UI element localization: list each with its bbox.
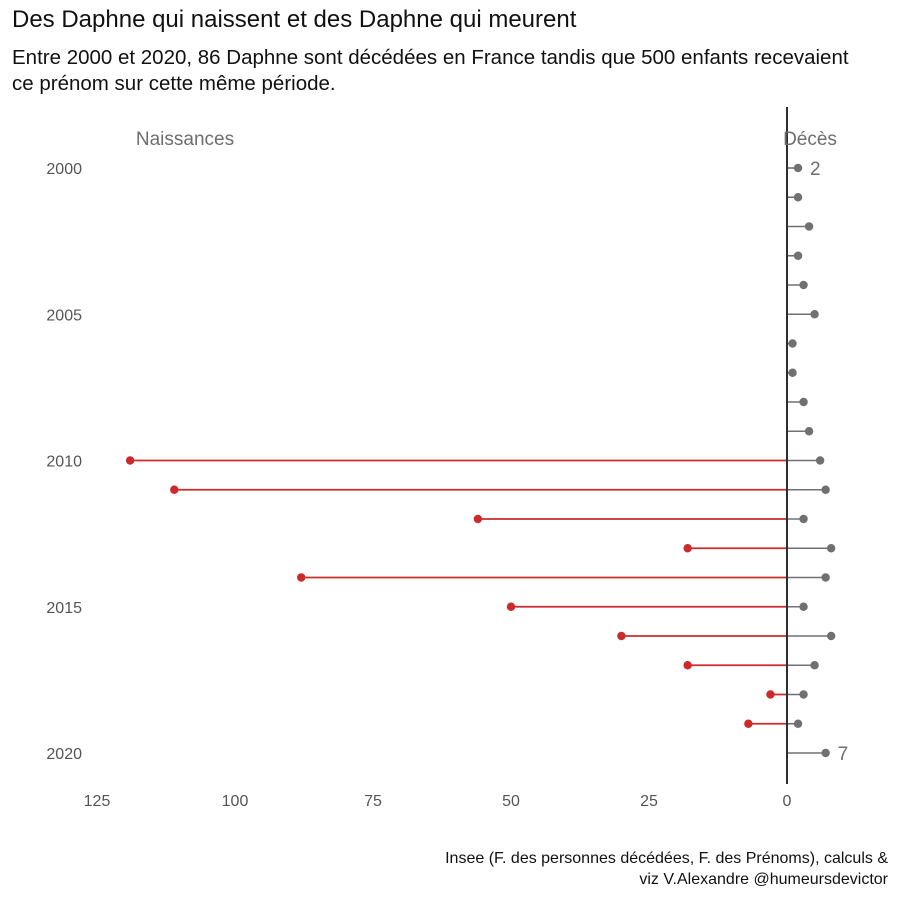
- birth-point-2014: [297, 573, 306, 582]
- death-point-2006: [788, 339, 797, 348]
- chart-title: Des Daphne qui naissent et des Daphne qu…: [12, 6, 577, 33]
- death-point-2003: [793, 251, 803, 260]
- birth-point-2019: [744, 719, 753, 728]
- death-point-2011: [821, 485, 830, 494]
- death-point-2018: [799, 690, 808, 699]
- y-tick-label-2020: 2020: [46, 746, 82, 763]
- x-tick-label-0: 0: [783, 793, 792, 810]
- birth-point-2011: [170, 485, 179, 494]
- annotation-2000: 2: [810, 159, 821, 180]
- x-tick-label-75: 75: [364, 793, 382, 810]
- death-point-2005: [810, 310, 819, 319]
- birth-point-2018: [766, 690, 775, 699]
- deaths-label: Décès: [783, 129, 837, 150]
- chart-subtitle: Entre 2000 et 2020, 86 Daphne sont décéd…: [12, 46, 849, 95]
- point-layer: [125, 163, 836, 758]
- death-point-2019: [793, 719, 803, 728]
- death-point-2017: [810, 661, 819, 670]
- birth-point-2012: [473, 514, 483, 524]
- death-point-2000: [793, 163, 803, 173]
- death-point-2004: [799, 280, 808, 290]
- x-tick-label-25: 25: [640, 793, 658, 810]
- death-point-2002: [804, 222, 814, 231]
- y-tick-label-2015: 2015: [46, 600, 82, 617]
- birth-point-2016: [617, 631, 626, 641]
- x-tick-label-100: 100: [222, 793, 249, 810]
- annotation-2020: 7: [838, 744, 849, 765]
- tick-label-layer: 125 100 75 50 25 0 2000 2005 2010 2015 2020: [46, 161, 791, 810]
- death-point-2014: [821, 573, 830, 582]
- births-label: Naissances: [136, 129, 234, 150]
- death-point-2001: [793, 193, 803, 202]
- death-point-2016: [826, 631, 836, 641]
- death-point-2010: [815, 456, 825, 465]
- y-tick-label-2010: 2010: [46, 454, 82, 471]
- x-tick-label-125: 125: [84, 793, 111, 810]
- death-point-2015: [799, 602, 808, 611]
- source-caption-line2: viz V.Alexandre @humeursdevictor: [639, 871, 888, 888]
- death-point-2009: [804, 427, 814, 436]
- death-point-2013: [826, 544, 836, 553]
- stem-layer: [130, 167, 832, 754]
- death-point-2008: [799, 397, 808, 407]
- death-point-2007: [788, 368, 797, 377]
- birth-point-2017: [683, 661, 692, 670]
- source-caption: Insee (F. des personnes décédées, F. des…: [288, 848, 888, 890]
- source-caption-line1: Insee (F. des personnes décédées, F. des…: [445, 850, 888, 867]
- birth-point-2015: [506, 602, 516, 611]
- birth-point-2013: [683, 544, 692, 553]
- annotation-layer: 27: [810, 159, 848, 765]
- death-point-2012: [799, 514, 808, 524]
- y-tick-label-2005: 2005: [46, 307, 82, 324]
- x-tick-label-50: 50: [502, 793, 520, 810]
- birth-point-2010: [125, 456, 135, 465]
- y-tick-label-2000: 2000: [46, 161, 82, 178]
- death-point-2020: [821, 748, 830, 758]
